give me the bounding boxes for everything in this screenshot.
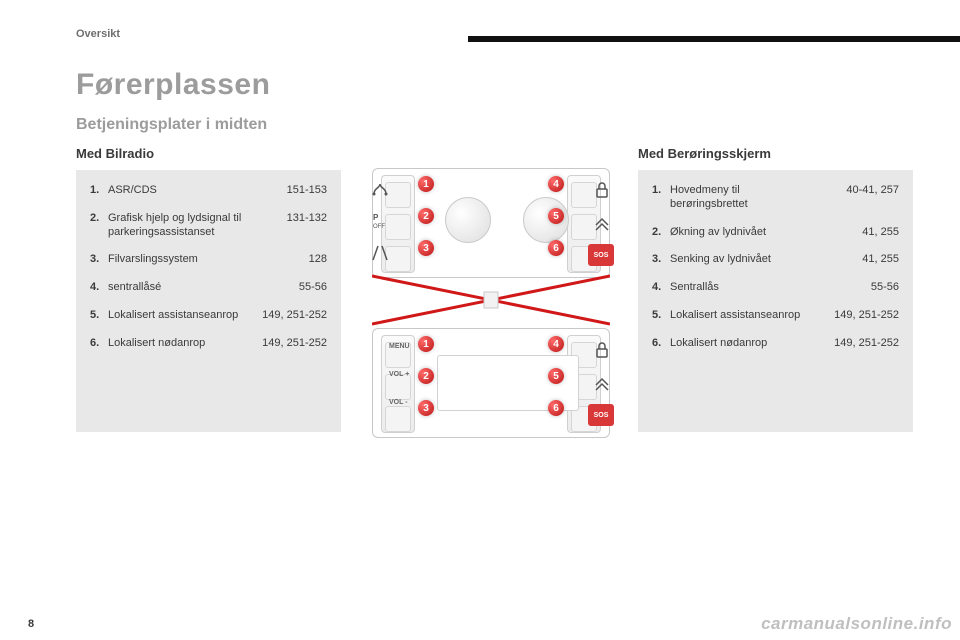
item-number: 6.: [652, 337, 670, 351]
sos-button-icon: SOS: [588, 244, 614, 266]
radio-panel: [372, 168, 610, 278]
list-item: 1. Hovedmeny til berøringsbrettet 40-41,…: [652, 184, 899, 212]
list-item: 2. Grafisk hjelp og lydsignal til parker…: [90, 212, 327, 240]
list-item: 3. Senking av lydnivået 41, 255: [652, 253, 899, 267]
right-reference-card: 1. Hovedmeny til berøringsbrettet 40-41,…: [638, 170, 913, 432]
right-column-heading: Med Berøringsskjerm: [638, 146, 771, 161]
chevron-assist-icon: [592, 212, 612, 232]
rotary-knob-icon: [445, 197, 491, 243]
page-subtitle: Betjeningsplater i midten: [76, 116, 267, 134]
list-item: 2. Økning av lydnivået 41, 255: [652, 226, 899, 240]
left-reference-card: 1. ASR/CDS 151-153 2. Grafisk hjelp og l…: [76, 170, 341, 432]
item-label: Grafisk hjelp og lydsignal til parkering…: [108, 212, 253, 240]
section-label: Oversikt: [76, 28, 120, 40]
page: Oversikt Førerplassen Betjeningsplater i…: [0, 0, 960, 640]
item-pageref: 41, 255: [825, 253, 899, 267]
callout-dot: 6: [548, 400, 564, 416]
left-column-heading: Med Bilradio: [76, 146, 154, 161]
item-number: 4.: [90, 281, 108, 295]
button-cell: [385, 406, 411, 432]
item-pageref: 131-132: [253, 212, 327, 226]
list-item: 4. sentrallåsé 55-56: [90, 281, 327, 295]
item-label: Sentrallås: [670, 281, 825, 295]
callout-dot: 3: [418, 240, 434, 256]
list-item: 6. Lokalisert nødanrop 149, 251-252: [90, 337, 327, 351]
item-label: Lokalisert assistanseanrop: [108, 309, 253, 323]
connector-cross: [372, 272, 610, 328]
list-item: 4. Sentrallås 55-56: [652, 281, 899, 295]
list-item: 3. Filvarslingssystem 128: [90, 253, 327, 267]
callout-dot: 5: [548, 208, 564, 224]
svg-text:P: P: [373, 213, 379, 222]
item-label: Lokalisert nødanrop: [670, 337, 825, 351]
page-title: Førerplassen: [76, 68, 270, 102]
page-number: 8: [28, 618, 34, 630]
cross-icon: [372, 272, 610, 328]
item-label: Lokalisert assistanseanrop: [670, 309, 825, 323]
item-number: 5.: [90, 309, 108, 323]
callout-dot: 1: [418, 336, 434, 352]
parking-off-icon: P OFF: [370, 210, 390, 230]
item-number: 3.: [90, 253, 108, 267]
item-label: Lokalisert nødanrop: [108, 337, 253, 351]
item-pageref: 149, 251-252: [825, 337, 899, 351]
item-label: Hovedmeny til berøringsbrettet: [670, 184, 825, 212]
watermark: carmanualsonline.info: [761, 614, 952, 634]
volume-down-label: VOL -: [389, 399, 408, 406]
volume-up-label: VOL +: [389, 371, 409, 378]
item-pageref: 149, 251-252: [253, 337, 327, 351]
item-pageref: 55-56: [253, 281, 327, 295]
svg-text:OFF: OFF: [373, 224, 385, 230]
center-illustration: MENU VOL + VOL - P OFF SOS SOS 1: [356, 168, 626, 438]
callout-dot: 4: [548, 176, 564, 192]
header-rule: [468, 36, 960, 42]
item-pageref: 151-153: [253, 184, 327, 198]
item-pageref: 149, 251-252: [825, 309, 899, 323]
list-item: 5. Lokalisert assistanseanrop 149, 251-2…: [652, 309, 899, 323]
item-number: 2.: [652, 226, 670, 240]
item-label: Filvarslingssystem: [108, 253, 253, 267]
touchscreen-panel: MENU VOL + VOL -: [372, 328, 610, 438]
item-number: 3.: [652, 253, 670, 267]
item-number: 1.: [90, 184, 108, 198]
callout-dot: 1: [418, 176, 434, 192]
item-label: Økning av lydnivået: [670, 226, 825, 240]
item-pageref: 149, 251-252: [253, 309, 327, 323]
sos-button-icon: SOS: [588, 404, 614, 426]
lock-icon: [592, 340, 612, 360]
callout-dot: 5: [548, 368, 564, 384]
callout-dot: 4: [548, 336, 564, 352]
list-item: 6. Lokalisert nødanrop 149, 251-252: [652, 337, 899, 351]
item-pageref: 128: [253, 253, 327, 267]
callout-dot: 6: [548, 240, 564, 256]
item-pageref: 41, 255: [825, 226, 899, 240]
menu-button-label: MENU: [389, 343, 410, 350]
list-item: 5. Lokalisert assistanseanrop 149, 251-2…: [90, 309, 327, 323]
item-pageref: 40-41, 257: [825, 184, 899, 198]
item-number: 2.: [90, 212, 108, 226]
item-pageref: 55-56: [825, 281, 899, 295]
item-number: 5.: [652, 309, 670, 323]
callout-dot: 2: [418, 368, 434, 384]
list-item: 1. ASR/CDS 151-153: [90, 184, 327, 198]
item-number: 4.: [652, 281, 670, 295]
lock-icon: [592, 180, 612, 200]
item-label: Senking av lydnivået: [670, 253, 825, 267]
chevron-assist-icon: [592, 372, 612, 392]
item-label: sentrallåsé: [108, 281, 253, 295]
item-label: ASR/CDS: [108, 184, 253, 198]
lane-assist-icon: [370, 242, 390, 262]
item-number: 1.: [652, 184, 670, 198]
traction-control-icon: [370, 178, 390, 198]
callout-dot: 3: [418, 400, 434, 416]
callout-dot: 2: [418, 208, 434, 224]
item-number: 6.: [90, 337, 108, 351]
